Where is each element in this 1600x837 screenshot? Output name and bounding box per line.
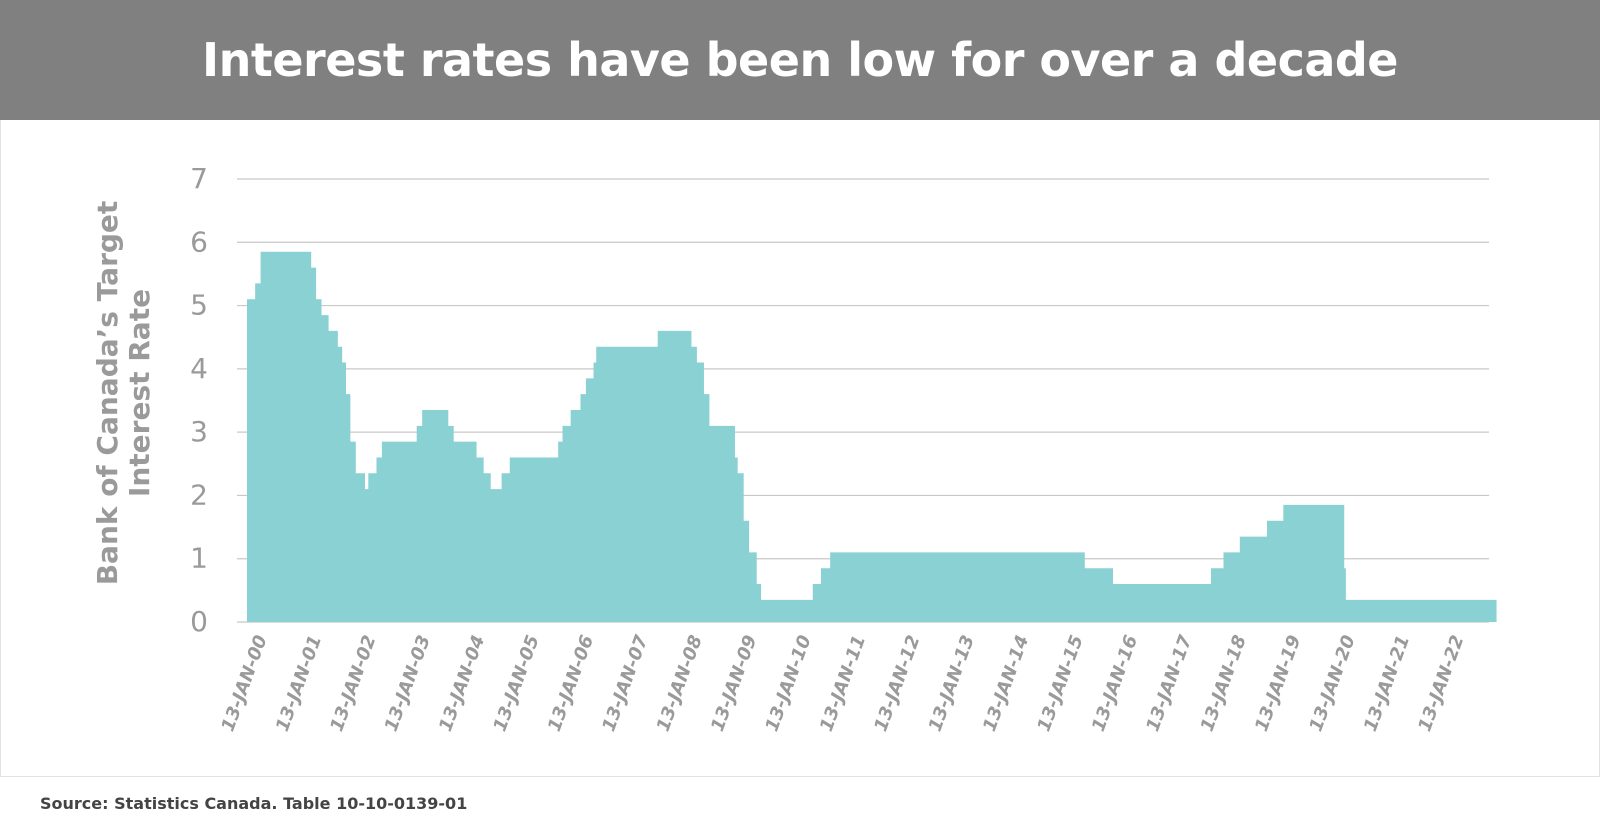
- x-tick-label: 13-JAN-22: [1414, 633, 1468, 735]
- chart-title: Interest rates have been low for over a …: [202, 33, 1399, 87]
- y-tick-label: 3: [190, 415, 208, 448]
- x-tick-label: 13-JAN-07: [598, 632, 652, 734]
- y-axis-tick-labels: 0 1 2 3 4 5 6 7: [190, 162, 208, 638]
- y-axis-title: Bank of Canada’s TargetInterest Rate: [91, 201, 156, 586]
- x-tick-label: 13-JAN-06: [544, 633, 598, 735]
- x-tick-label: 13-JAN-20: [1306, 633, 1360, 735]
- x-tick-label: 13-JAN-13: [925, 633, 979, 735]
- x-tick-label: 13-JAN-04: [435, 633, 489, 735]
- x-tick-label: 13-JAN-18: [1197, 633, 1251, 735]
- y-tick-label: 1: [190, 542, 208, 575]
- x-tick-label: 13-JAN-21: [1360, 633, 1414, 735]
- y-tick-label: 5: [190, 289, 208, 322]
- x-tick-label: 13-JAN-01: [272, 633, 326, 735]
- x-tick-label: 13-JAN-03: [381, 633, 435, 735]
- y-axis-title-text: Bank of Canada’s TargetInterest Rate: [91, 201, 156, 586]
- area-layer: [247, 251, 1497, 622]
- x-tick-label: 13-JAN-05: [490, 633, 544, 735]
- x-tick-label: 13-JAN-00: [218, 633, 272, 735]
- rate-area-series: [247, 251, 1497, 622]
- y-tick-label: 6: [190, 225, 208, 258]
- x-axis-tick-labels: 13-JAN-00 13-JAN-01 13-JAN-02 13-JAN-03 13-J…: [218, 632, 1469, 734]
- x-tick-label: 13-JAN-17: [1142, 632, 1196, 734]
- y-tick-label: 7: [190, 162, 208, 195]
- x-tick-label: 13-JAN-14: [979, 633, 1033, 735]
- x-tick-label: 13-JAN-19: [1251, 633, 1305, 735]
- x-tick-label: 13-JAN-09: [707, 633, 761, 735]
- x-tick-label: 13-JAN-11: [816, 633, 870, 735]
- x-tick-label: 13-JAN-10: [762, 633, 816, 735]
- x-tick-label: 13-JAN-12: [870, 633, 924, 735]
- source-note: Source: Statistics Canada. Table 10-10-0…: [40, 794, 468, 813]
- header-bar: Interest rates have been low for over a …: [0, 0, 1600, 120]
- x-tick-label: 13-JAN-15: [1034, 633, 1088, 735]
- x-tick-label: 13-JAN-02: [326, 633, 380, 735]
- y-tick-label: 0: [190, 605, 208, 638]
- y-tick-label: 4: [190, 352, 208, 385]
- x-tick-label: 13-JAN-08: [653, 633, 707, 735]
- x-tick-label: 13-JAN-16: [1088, 633, 1142, 735]
- y-tick-label: 2: [190, 478, 208, 511]
